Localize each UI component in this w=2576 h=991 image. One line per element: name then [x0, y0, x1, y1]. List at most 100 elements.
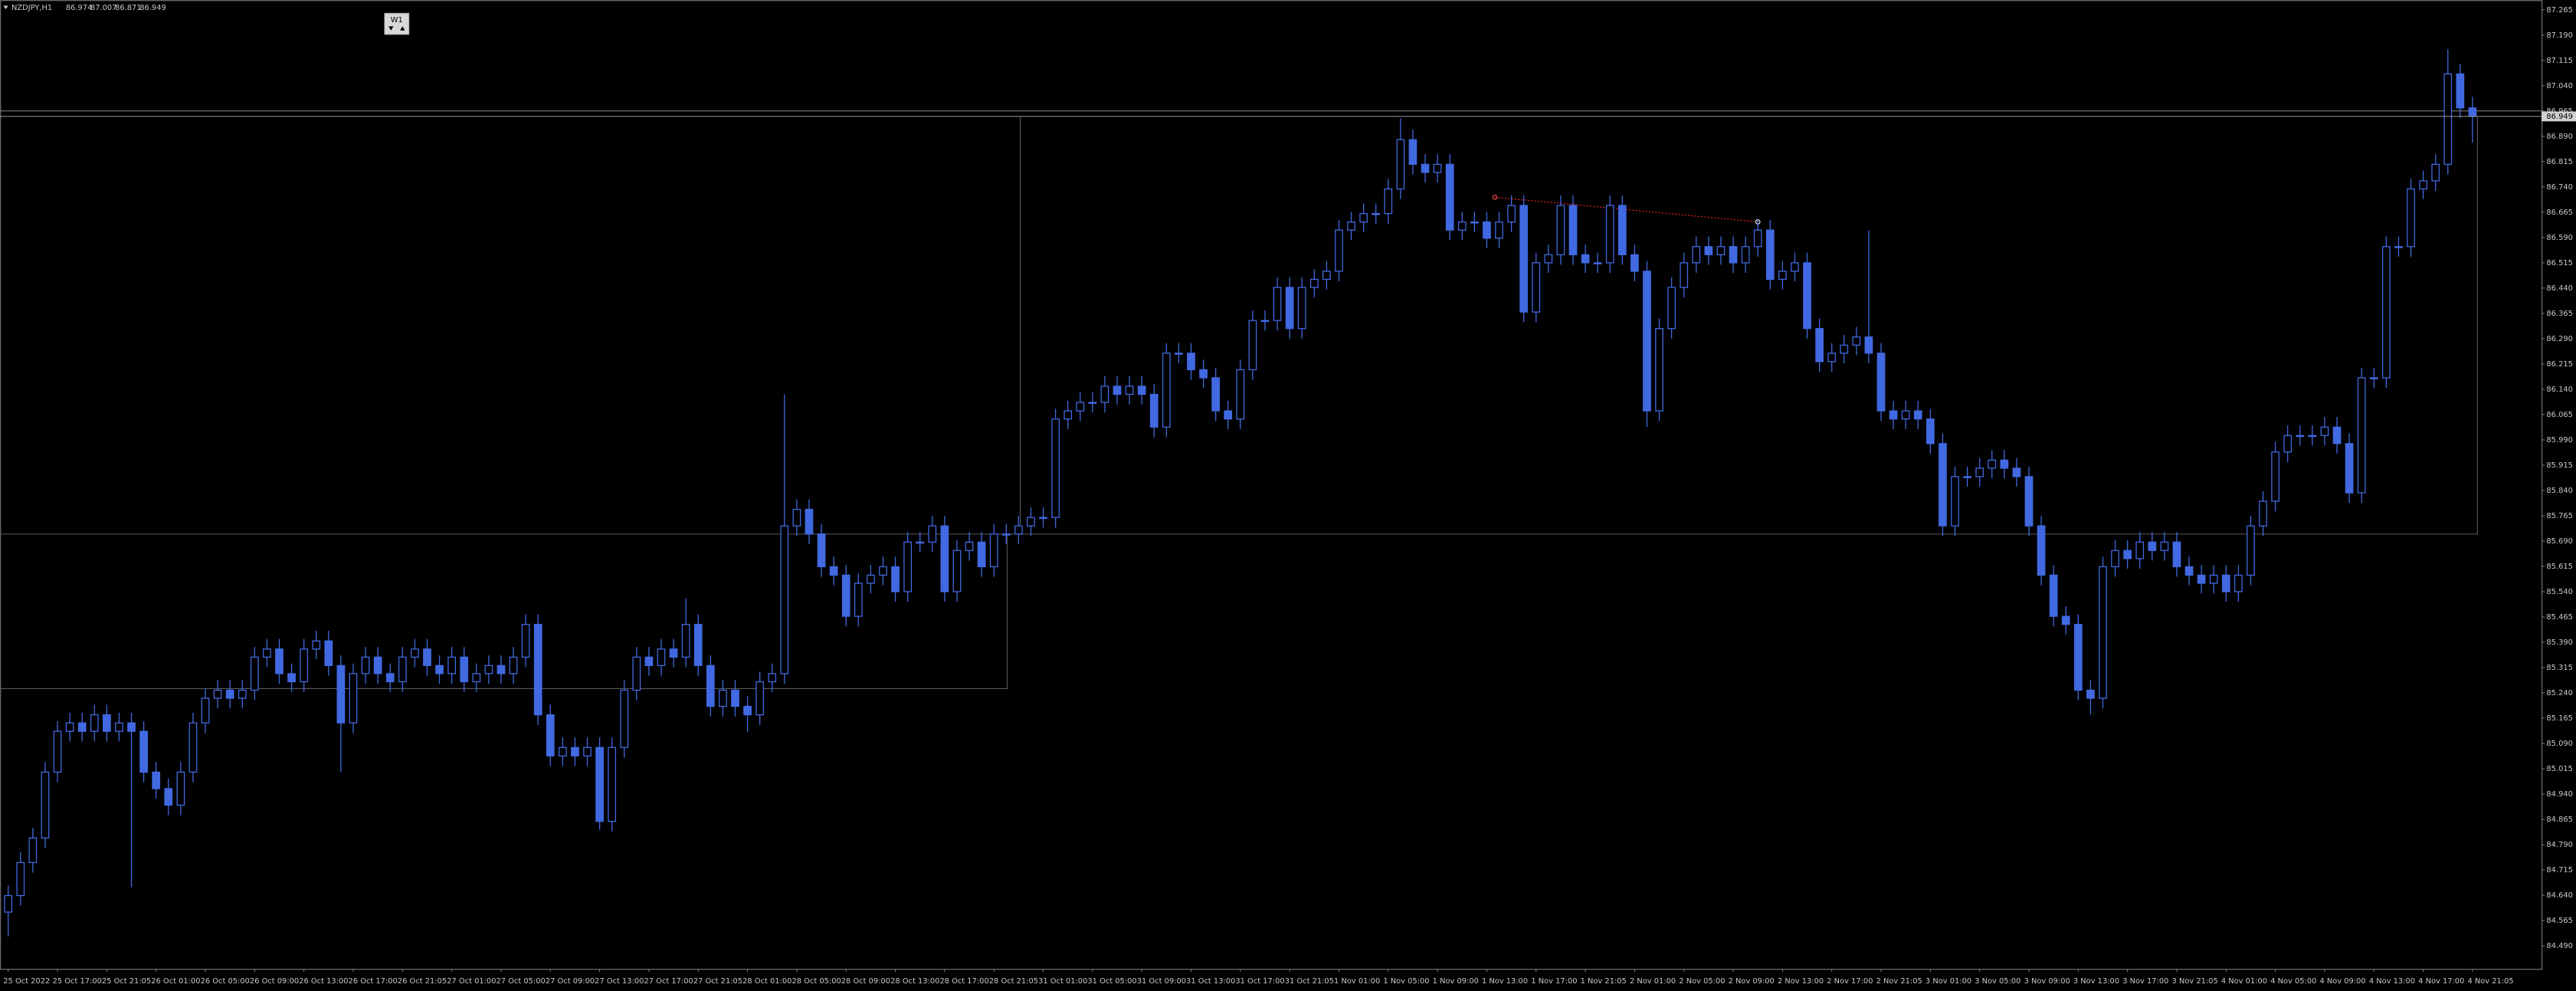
- candle-body: [1100, 386, 1109, 403]
- candle-body: [176, 771, 185, 806]
- candle-body: [2271, 451, 2279, 502]
- candle-body: [1617, 205, 1627, 255]
- candle-body: [77, 722, 87, 732]
- candle-body: [127, 722, 136, 732]
- candle-body: [1175, 353, 1183, 355]
- candle-body: [28, 837, 38, 864]
- candle-body: [213, 689, 222, 699]
- trend-anchor: [1492, 195, 1498, 200]
- candle-body: [2012, 468, 2021, 477]
- candle-body: [805, 508, 814, 535]
- candle-body: [1803, 262, 1811, 330]
- candle-body: [2247, 525, 2255, 576]
- x-tick-label: 4 Nov 21:05: [2467, 977, 2513, 986]
- candle-body: [768, 673, 777, 683]
- candle-body: [1605, 205, 1614, 264]
- x-tick-label: 28 Oct 13:00: [890, 977, 939, 986]
- candle-body: [743, 705, 752, 716]
- x-tick-label: 4 Nov 01:00: [2221, 977, 2267, 986]
- y-tick-label: 85.690: [2546, 537, 2573, 546]
- x-tick-label: 26 Oct 05:00: [201, 977, 250, 986]
- candle-body: [583, 747, 592, 756]
- y-tick-label: 85.090: [2546, 740, 2573, 748]
- x-tick-label: 31 Oct 01:00: [1038, 977, 1087, 986]
- candle-body: [1064, 410, 1073, 420]
- candle-body: [1236, 369, 1245, 420]
- candle-body: [1137, 386, 1146, 395]
- candle-body: [2148, 541, 2157, 551]
- candle-body: [2184, 566, 2194, 576]
- candle-body: [2234, 574, 2243, 592]
- x-tick-label: 25 Oct 17:00: [53, 977, 102, 986]
- x-tick-label: 31 Oct 05:00: [1087, 977, 1136, 986]
- candle-body: [115, 722, 123, 732]
- candle-body: [1396, 139, 1405, 190]
- candle-body: [460, 656, 469, 683]
- candle-body: [1433, 163, 1442, 173]
- candle-body: [1113, 386, 1122, 395]
- period-badge[interactable]: W1: [384, 12, 410, 35]
- y-tick-label: 86.590: [2546, 234, 2573, 242]
- candle-body: [411, 648, 419, 658]
- y-tick-label: 87.115: [2546, 57, 2573, 65]
- candle-body: [1359, 212, 1368, 223]
- candle-body: [1704, 246, 1713, 255]
- candle-body: [361, 656, 370, 674]
- candles: [4, 49, 2477, 937]
- badge-box[interactable]: [384, 12, 410, 35]
- candle-body: [2456, 73, 2465, 109]
- candle-body: [1014, 525, 1023, 535]
- candle-body: [1532, 262, 1541, 313]
- candle-body: [1039, 517, 1047, 520]
- candle-body: [1741, 246, 1750, 264]
- candle-body: [792, 508, 801, 527]
- x-tick-label: 31 Oct 21:05: [1285, 977, 1334, 986]
- candle-body: [164, 788, 173, 806]
- candle-body: [398, 656, 407, 683]
- candle-body: [2172, 541, 2181, 568]
- y-tick-label: 84.940: [2546, 790, 2573, 799]
- candle-body: [1852, 336, 1861, 346]
- candle-body: [1901, 410, 1910, 420]
- candle-body: [1655, 328, 1663, 412]
- candle-body: [65, 722, 74, 732]
- candle-body: [1211, 377, 1221, 412]
- y-tick-label: 84.640: [2546, 891, 2573, 900]
- y-tick-label: 86.740: [2546, 183, 2573, 192]
- x-tick-label: 28 Oct 05:00: [791, 977, 841, 986]
- candle-body: [1630, 254, 1639, 272]
- candle-body: [2296, 435, 2305, 438]
- badge-label[interactable]: W1: [391, 16, 403, 25]
- x-tick-label: 4 Nov 13:00: [2369, 977, 2415, 986]
- candle-body: [1680, 262, 1689, 288]
- y-tick-label: 84.490: [2546, 942, 2573, 950]
- candle-body: [1753, 229, 1762, 248]
- candle-body: [2160, 541, 2169, 551]
- candle-body: [2357, 377, 2366, 494]
- x-tick-label: 31 Oct 17:00: [1235, 977, 1284, 986]
- candle-body: [188, 722, 198, 773]
- candle-body: [1939, 443, 1947, 527]
- x-tick-label: 28 Oct 17:00: [939, 977, 988, 986]
- candle-body: [1667, 287, 1676, 330]
- candle-body: [2024, 476, 2034, 527]
- x-tick-label: 28 Oct 01:00: [742, 977, 791, 986]
- y-tick-label: 85.465: [2546, 613, 2573, 622]
- candle-body: [1285, 287, 1294, 330]
- y-tick-label: 86.515: [2546, 259, 2573, 267]
- x-tick-label: 4 Nov 17:00: [2418, 977, 2464, 986]
- candle-body: [657, 648, 666, 667]
- x-tick-label: 28 Oct 21:05: [989, 977, 1038, 986]
- candle-body: [940, 525, 949, 592]
- candle-body: [4, 894, 13, 913]
- candle-body: [16, 861, 25, 897]
- x-tick-label: 27 Oct 17:00: [644, 977, 693, 986]
- y-tick-label: 87.040: [2546, 82, 2573, 90]
- candle-body: [989, 533, 998, 568]
- candle-body: [1027, 517, 1035, 527]
- candle-body: [2369, 377, 2378, 379]
- candle-body: [139, 730, 148, 773]
- rectangle-drawing: [0, 533, 1008, 689]
